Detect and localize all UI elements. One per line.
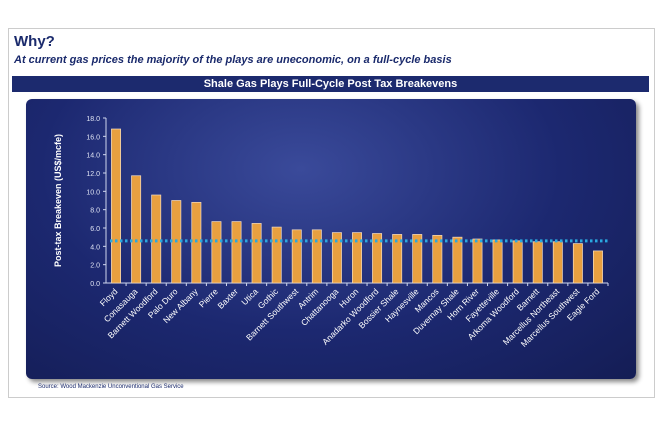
y-tick-label: 14.0 — [86, 153, 100, 160]
bar-anadarko-woodford — [372, 233, 383, 284]
slide-frame — [8, 28, 655, 398]
y-tick-label: 0.0 — [90, 281, 100, 288]
bar-haynesville — [412, 234, 423, 284]
y-tick-label: 18.0 — [86, 116, 100, 123]
y-tick-label: 6.0 — [90, 226, 100, 233]
y-tick-label: 2.0 — [90, 263, 100, 270]
chart-panel — [26, 99, 636, 379]
x-tick-label: Baxter — [215, 286, 240, 311]
bar-barnett-woodford — [151, 194, 162, 284]
bar-huron — [352, 232, 362, 284]
source-note: Source: Wood Mackenzie Unconventional Ga… — [38, 384, 184, 390]
bar-pierre — [211, 221, 222, 284]
y-tick-label: 10.0 — [86, 189, 100, 196]
bar-marcellus-southwest — [572, 243, 583, 284]
bar-barnett — [532, 241, 543, 284]
y-tick-label: 12.0 — [86, 171, 100, 178]
y-axis-label: Post-tax Breakeven (US$/mcfe) — [53, 134, 63, 267]
bar-antrim — [311, 229, 322, 284]
bar-conasauga — [131, 175, 142, 284]
bar-fayetteville — [492, 239, 503, 284]
bar-eagle-ford — [592, 250, 603, 284]
chart-title: Shale Gas Plays Full-Cycle Post Tax Brea… — [12, 76, 649, 92]
bar-duvernay-shale — [452, 236, 463, 284]
y-tick-label: 8.0 — [90, 208, 100, 215]
bar-new-albany — [191, 201, 202, 284]
y-tick-label: 16.0 — [86, 134, 100, 141]
bar-floyd — [111, 128, 122, 284]
bar-baxter — [231, 221, 242, 284]
bar-marcellus-northeast — [552, 241, 563, 284]
bar-arkoma-woodford — [512, 240, 523, 284]
bar-horn-river — [472, 238, 483, 284]
bar-utica — [251, 223, 262, 284]
bar-chattanooga — [331, 232, 342, 284]
y-tick-label: 4.0 — [90, 244, 100, 251]
slide-subtitle: At current gas prices the majority of th… — [14, 54, 452, 66]
bar-mancos — [432, 234, 443, 284]
bar-barnett-southwest — [291, 229, 302, 284]
bar-gothic — [271, 226, 282, 284]
bar-bossier-shale — [392, 234, 403, 284]
slide-title: Why? — [14, 33, 55, 50]
